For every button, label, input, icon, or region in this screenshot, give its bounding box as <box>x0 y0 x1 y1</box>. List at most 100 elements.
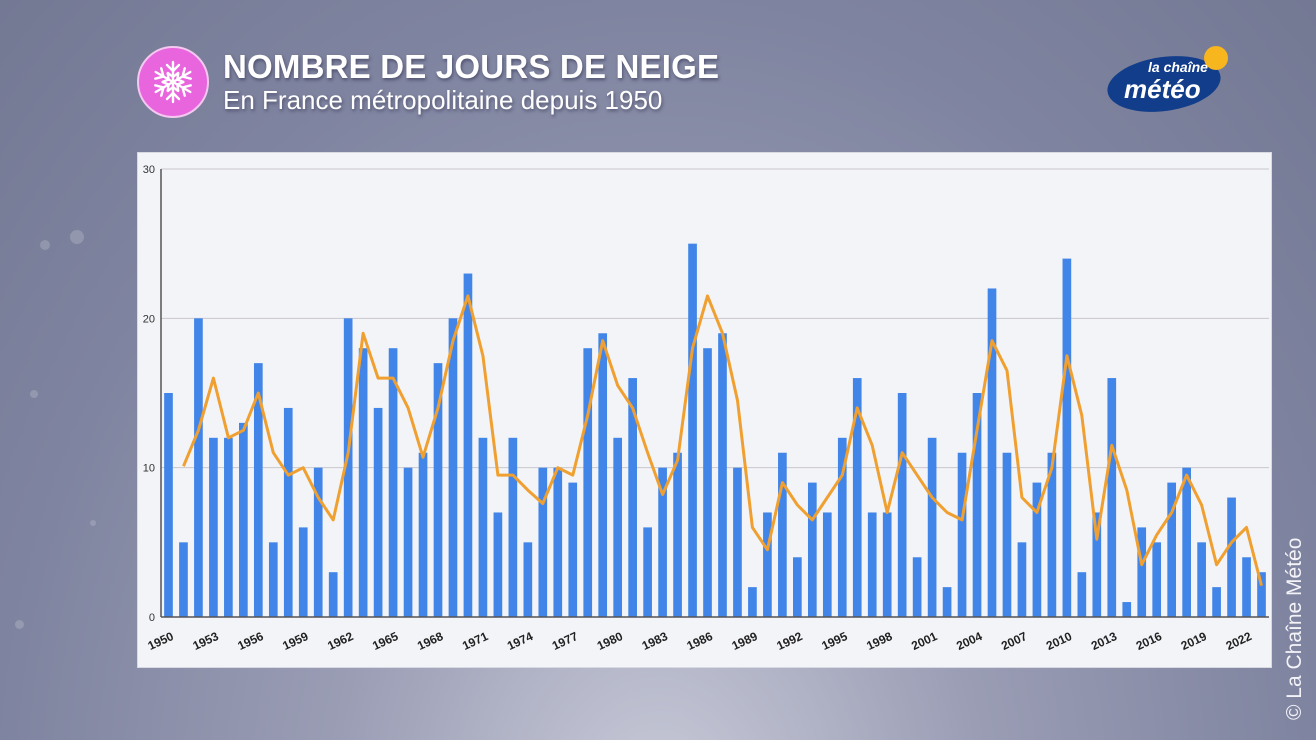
background-snow <box>70 230 84 244</box>
bar <box>568 482 578 617</box>
bar <box>508 437 518 617</box>
bar <box>613 437 623 617</box>
trend-line <box>182 294 1263 586</box>
bar <box>194 318 203 617</box>
bar <box>957 452 967 617</box>
chart-panel: 0 10 20 30 1950 1953 1956 1959 1962 1965 1968 1971 1… <box>137 152 1272 668</box>
bar <box>1137 527 1147 617</box>
bar-line-chart: 0 10 20 30 1950 1953 1956 1959 1962 1965 1968 1971 1… <box>143 164 1269 653</box>
y-tick-label: 30 <box>143 164 155 176</box>
bar <box>493 512 503 617</box>
bar <box>807 482 817 617</box>
bar <box>328 572 338 617</box>
bar <box>748 587 757 617</box>
bar <box>1227 497 1236 617</box>
bar <box>298 527 308 617</box>
x-tick-label: 2019 <box>1179 629 1209 653</box>
bar <box>972 393 982 617</box>
bar <box>793 557 802 617</box>
copyright-text: © La Chaîne Météo <box>1283 537 1306 720</box>
y-tick-label: 10 <box>143 463 155 475</box>
bar <box>1062 258 1072 617</box>
chart-subtitle: En France métropolitaine depuis 1950 <box>223 85 663 115</box>
bar <box>1242 557 1251 617</box>
x-tick-label: 1974 <box>505 629 535 653</box>
bar <box>448 318 458 617</box>
bar <box>418 452 428 617</box>
x-tick-label: 2022 <box>1224 629 1254 653</box>
x-tick-label: 1962 <box>325 629 355 653</box>
x-tick-label: 2016 <box>1134 629 1164 653</box>
bar <box>538 467 548 617</box>
bar <box>1107 378 1117 617</box>
bar <box>253 363 263 617</box>
bar <box>1092 512 1102 617</box>
x-tick-label: 1977 <box>550 629 580 653</box>
bar <box>388 348 398 617</box>
bar <box>1122 602 1132 617</box>
x-tick-label: 1983 <box>640 629 670 653</box>
bar <box>897 393 907 617</box>
bar <box>703 348 712 617</box>
la-chaine-meteo-logo: la chaîne météo <box>1106 44 1230 114</box>
bar <box>239 422 248 617</box>
bar <box>164 393 173 617</box>
bar <box>313 467 323 617</box>
bar <box>718 333 727 617</box>
bar <box>837 437 847 617</box>
bar <box>478 437 488 617</box>
bar <box>1167 482 1177 617</box>
bar <box>822 512 832 617</box>
bar <box>987 288 997 617</box>
chart-header: NOMBRE DE JOURS DE NEIGE En France métro… <box>137 46 719 118</box>
bar <box>553 467 563 617</box>
logo-line1: la chaîne <box>1148 59 1208 75</box>
x-tick-label: 1998 <box>864 629 894 653</box>
bar <box>433 363 443 617</box>
bar <box>1257 572 1266 617</box>
x-tick-label: 1956 <box>235 629 265 653</box>
x-tick-label: 2007 <box>999 629 1029 653</box>
y-tick-label: 0 <box>149 612 155 624</box>
x-tick-label: 1980 <box>595 629 625 653</box>
x-tick-label: 1992 <box>775 629 805 653</box>
bar <box>358 348 368 617</box>
bar <box>179 542 188 617</box>
bar <box>1197 542 1206 617</box>
bar <box>1017 542 1027 617</box>
bar <box>463 273 473 617</box>
y-tick-label: 20 <box>143 313 155 325</box>
x-tick-label: 2010 <box>1044 629 1074 653</box>
bar <box>1047 452 1057 617</box>
bar <box>643 527 652 617</box>
bar <box>1077 572 1087 617</box>
bar <box>1002 452 1012 617</box>
x-tick-label: 1995 <box>819 629 849 653</box>
x-tick-label: 1971 <box>460 629 490 653</box>
chart-title: NOMBRE DE JOURS DE NEIGE <box>223 48 720 85</box>
snowflake-icon <box>137 46 209 118</box>
bar <box>523 542 533 617</box>
bar <box>628 378 637 617</box>
bar <box>673 452 682 617</box>
background-snow <box>30 390 38 398</box>
bar <box>658 467 667 617</box>
bar <box>867 512 877 617</box>
x-tick-label: 1950 <box>146 629 176 653</box>
bar <box>1182 467 1191 617</box>
background-snow <box>40 240 50 250</box>
x-tick-label: 2001 <box>909 629 939 653</box>
bar <box>343 318 353 617</box>
bar <box>373 407 383 617</box>
x-tick-label: 1965 <box>370 629 400 653</box>
x-tick-label: 1953 <box>191 629 221 653</box>
x-tick-label: 2004 <box>954 629 984 653</box>
x-tick-label: 1989 <box>730 629 760 653</box>
bar <box>1212 587 1221 617</box>
bar <box>283 407 293 617</box>
bar <box>927 437 937 617</box>
bar <box>403 467 413 617</box>
bar <box>583 348 593 617</box>
bar <box>852 378 862 617</box>
x-tick-label: 2013 <box>1089 629 1119 653</box>
